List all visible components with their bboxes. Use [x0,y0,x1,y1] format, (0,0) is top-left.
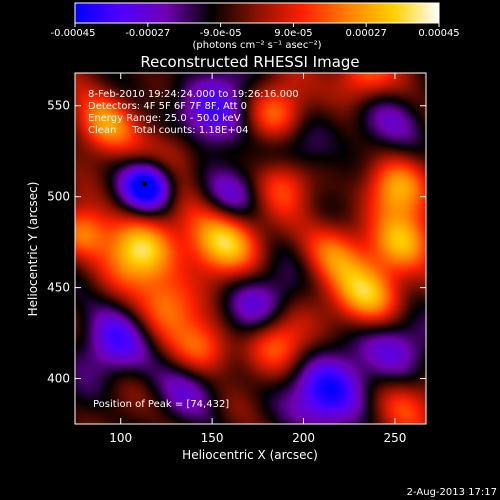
time-range-annotation: 8-Feb-2010 19:24:24.000 to 19:26:16.000 [88,89,299,100]
y-tick-label: 550 [47,99,70,113]
colorbar-tick-label: -0.00045 [51,28,96,39]
x-tick-label: 100 [109,431,132,445]
colorbar-tick-label: 0.00045 [418,28,459,39]
colorbar [74,2,440,24]
colorbar-ticks: -0.00045 -0.00027 -9.0e-05 9.0e-05 0.00027 0.… [51,23,460,39]
x-tick-label: 150 [201,431,224,445]
x-axis: 100 150 200 250 [109,73,406,445]
y-axis-label: Heliocentric Y (arcsec) [26,182,40,317]
colorbar-tick-label: 9.0e-05 [274,28,312,39]
plot-frame [74,72,427,425]
heatmap-area [75,73,426,424]
colorbar-tick-label: -9.0e-05 [200,28,242,39]
peak-position-label: Position of Peak = [74,432] [93,399,229,410]
footer-date: 2-Aug-2013 17:17 [407,487,497,498]
heatmap-image [75,73,426,424]
y-tick-label: 500 [47,190,70,204]
colorbar-label: (photons cm⁻² s⁻¹ asec⁻²) [192,40,321,51]
y-axis: 400 450 500 550 [47,99,426,386]
y-tick-label: 400 [47,372,70,386]
colorbar-tick-label: 0.00027 [346,28,387,39]
x-axis-label: Heliocentric X (arcsec) [182,448,318,462]
colorbar-tick-label: -0.00027 [125,28,170,39]
detectors-annotation: Detectors: 4F 5F 6F 7F 8F, Att 0 [88,101,247,112]
clean-counts-annotation: Clean Total counts: 1.18E+04 [88,125,248,136]
x-tick-label: 250 [383,431,406,445]
y-tick-label: 450 [47,281,70,295]
chart-title: Reconstructed RHESSI Image [140,53,359,71]
peak-marker [141,181,147,187]
energy-range-annotation: Energy Range: 25.0 - 50.0 keV [88,113,241,124]
x-tick-label: 200 [292,431,315,445]
